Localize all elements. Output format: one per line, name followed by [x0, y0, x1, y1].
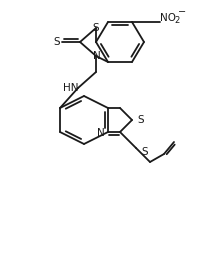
Text: S: S: [93, 23, 99, 33]
Text: N: N: [93, 51, 101, 61]
Text: S: S: [141, 147, 148, 157]
Text: S: S: [137, 115, 144, 125]
Text: S: S: [54, 37, 60, 47]
Text: NO: NO: [160, 13, 176, 23]
Text: HN: HN: [63, 83, 79, 93]
Text: 2: 2: [174, 16, 180, 25]
Text: N: N: [97, 128, 105, 138]
Text: −: −: [178, 7, 186, 17]
